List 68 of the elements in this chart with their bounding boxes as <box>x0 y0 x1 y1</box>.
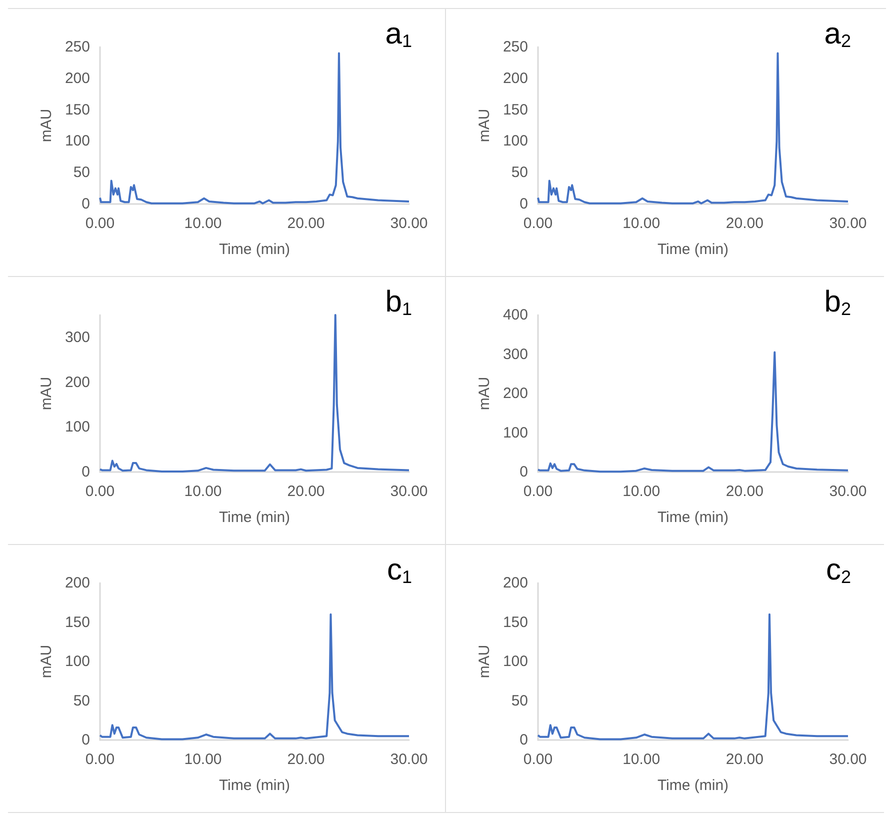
y-axis-title: mAU <box>38 644 55 678</box>
y-tick-label: 400 <box>502 306 528 324</box>
x-tick-label: 0.00 <box>523 751 553 768</box>
x-tick-label: 20.00 <box>287 751 325 768</box>
x-tick-label: 20.00 <box>726 483 764 500</box>
y-tick-label: 100 <box>502 653 528 670</box>
x-tick-label: 10.00 <box>622 215 660 232</box>
y-tick-label: 100 <box>64 132 90 150</box>
x-tick-label: 0.00 <box>85 483 115 500</box>
y-tick-label: 100 <box>64 418 90 436</box>
y-tick-label: 50 <box>511 164 528 182</box>
x-tick-label: 0.00 <box>85 215 115 232</box>
y-axis-title: mAU <box>476 108 493 142</box>
x-tick-label: 30.00 <box>829 483 867 500</box>
x-tick-label: 20.00 <box>726 215 764 232</box>
y-axis-title: mAU <box>38 108 55 142</box>
x-tick-label: 10.00 <box>622 751 660 768</box>
x-axis-title: Time (min) <box>218 777 290 794</box>
x-tick-label: 30.00 <box>390 751 428 768</box>
y-tick-label: 0 <box>520 732 528 748</box>
y-tick-label: 0 <box>520 196 528 212</box>
x-tick-label: 10.00 <box>622 483 660 500</box>
y-tick-label: 200 <box>64 374 90 391</box>
y-tick-label: 50 <box>511 692 528 710</box>
y-tick-label: 0 <box>520 464 528 480</box>
x-tick-label: 30.00 <box>829 215 867 232</box>
line-series <box>99 314 410 473</box>
x-axis-title: Time (min) <box>218 241 290 258</box>
y-axis-title: mAU <box>476 644 493 678</box>
y-tick-label: 200 <box>64 574 90 592</box>
x-axis-title: Time (min) <box>657 509 729 526</box>
y-tick-label: 150 <box>502 614 528 631</box>
x-tick-label: 0.00 <box>523 215 553 232</box>
y-tick-label: 200 <box>502 70 528 87</box>
x-axis-title: Time (min) <box>218 509 290 526</box>
x-tick-label: 30.00 <box>829 751 867 768</box>
x-tick-label: 0.00 <box>85 751 115 768</box>
y-tick-label: 150 <box>64 614 90 631</box>
x-tick-label: 30.00 <box>390 215 428 232</box>
y-axis-title: mAU <box>476 376 493 410</box>
y-tick-label: 150 <box>502 101 528 118</box>
x-tick-label: 20.00 <box>726 751 764 768</box>
y-tick-label: 300 <box>502 346 528 363</box>
y-tick-label: 100 <box>502 424 528 442</box>
y-tick-label: 100 <box>64 653 90 670</box>
x-tick-label: 20.00 <box>287 483 325 500</box>
x-tick-label: 20.00 <box>287 215 325 232</box>
x-tick-label: 30.00 <box>390 483 428 500</box>
y-tick-label: 0 <box>82 464 90 480</box>
x-axis-title: Time (min) <box>657 241 729 258</box>
y-tick-label: 200 <box>502 385 528 402</box>
x-tick-label: 10.00 <box>184 751 222 768</box>
y-tick-label: 0 <box>82 196 90 212</box>
y-tick-label: 200 <box>64 70 90 87</box>
y-axis-title: mAU <box>38 376 55 410</box>
x-tick-label: 10.00 <box>184 483 222 500</box>
y-tick-label: 50 <box>73 692 90 710</box>
y-tick-label: 100 <box>502 132 528 150</box>
x-tick-label: 0.00 <box>523 483 553 500</box>
y-tick-label: 250 <box>64 38 90 56</box>
y-tick-label: 300 <box>64 328 90 346</box>
x-axis-title: Time (min) <box>657 777 729 794</box>
y-tick-label: 200 <box>502 574 528 592</box>
y-tick-label: 50 <box>73 164 90 182</box>
y-tick-label: 0 <box>82 732 90 748</box>
y-tick-label: 150 <box>64 101 90 118</box>
y-tick-label: 250 <box>502 38 528 56</box>
x-tick-label: 10.00 <box>184 215 222 232</box>
